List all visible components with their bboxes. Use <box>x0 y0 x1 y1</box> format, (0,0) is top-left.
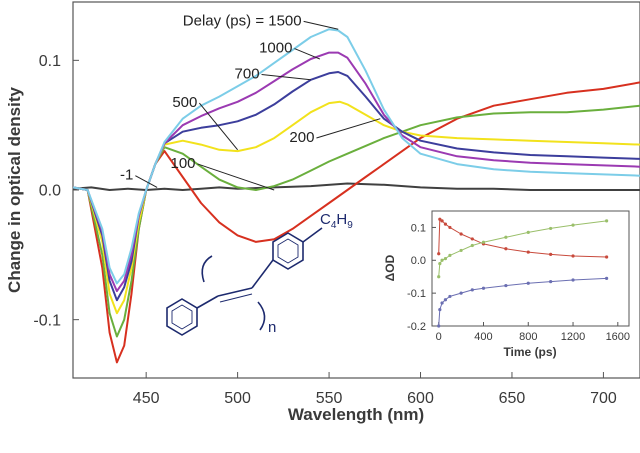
inset-data-point <box>605 219 609 223</box>
main-x-tick-label: 550 <box>316 390 343 407</box>
inset-data-point <box>504 247 508 251</box>
inset-data-point <box>438 217 442 221</box>
delay-label: 700 <box>235 65 260 82</box>
main-series-line-1500 <box>72 28 640 285</box>
bracket-right <box>257 301 266 331</box>
inset-data-point <box>438 261 442 266</box>
main-annotations-group: Delay (ps) = 1500 1000 700 500 200 100 -1 <box>120 12 381 191</box>
delay-label-leader <box>303 20 339 30</box>
inset-plot-frame <box>431 210 630 327</box>
inset-y-tick-label: 0.0 <box>411 255 426 267</box>
inset-y-tick-label: -0.2 <box>407 321 426 333</box>
inset-data-point <box>549 226 553 231</box>
inset-data-point <box>571 223 575 227</box>
phenyl-ring-left <box>166 298 198 336</box>
y-axis-title: Change in optical density <box>5 86 24 292</box>
repeat-unit-n: n <box>268 319 276 336</box>
inset-x-axis-title: Time (ps) <box>503 345 556 359</box>
inset-data-point <box>448 225 452 230</box>
main-series-line-500 <box>72 100 640 315</box>
inset-data-point <box>437 252 441 256</box>
delay-label: 1000 <box>259 40 292 57</box>
delay-label: 200 <box>289 129 314 146</box>
inset-data-point <box>605 255 609 259</box>
main-series-line-700 <box>72 71 640 302</box>
inset-data-point <box>448 294 452 299</box>
main-x-tick-label: 650 <box>499 390 526 407</box>
inset-x-tick-label: 1200 <box>561 331 585 343</box>
delay-label-leader <box>135 175 158 188</box>
delay-label-leader <box>316 118 381 139</box>
inset-tick-group: 0 400 800 1200 1600 -0.2 -0.1 0.0 0.1 <box>407 222 630 343</box>
inset-x-tick-label: 0 <box>436 331 442 343</box>
inset-y-tick-label: 0.1 <box>411 222 426 234</box>
delay-label-leader <box>294 48 321 60</box>
inset-data-point <box>605 276 609 280</box>
inset-data-point <box>459 291 463 295</box>
inset-series-group <box>437 217 609 328</box>
main-series-line-100 <box>72 81 640 364</box>
delay-label: Delay (ps) = 1500 <box>183 12 302 29</box>
inset-data-point <box>549 280 553 284</box>
inset-data-point <box>549 252 553 256</box>
inset-data-point <box>437 275 441 279</box>
main-y-tick-label: 0.0 <box>39 183 61 200</box>
inset-data-point <box>481 286 486 290</box>
inset-data-point <box>470 237 474 241</box>
delay-label-leader <box>197 163 275 191</box>
inset-data-point <box>459 248 463 253</box>
main-y-tick-label: -0.1 <box>33 312 61 329</box>
substituent-label: C4H9 <box>320 211 353 231</box>
inset-data-point <box>470 243 474 248</box>
inset-x-tick-label: 1600 <box>606 331 630 343</box>
inset-data-point <box>481 240 486 244</box>
inset-data-point <box>459 232 463 236</box>
main-tick-group: 450 500 550 600 650 700 -0.1 0.0 0.1 <box>33 53 616 407</box>
inset-data-point <box>443 298 448 302</box>
inset-x-tick-label: 800 <box>519 331 537 343</box>
inset-data-point <box>437 324 441 328</box>
inset-data-point <box>440 301 444 305</box>
inset-data-point <box>440 219 444 223</box>
chemical-structure-drawing <box>166 227 323 336</box>
main-x-tick-label: 500 <box>224 390 251 407</box>
delay-label-leader <box>198 102 239 151</box>
main-series-group <box>72 28 640 364</box>
delay-label: 500 <box>172 94 197 111</box>
main-y-tick-label: 0.1 <box>39 53 61 70</box>
bracket-left <box>201 255 213 283</box>
phenyl-ring-top <box>272 232 304 270</box>
inset-data-point <box>571 278 575 282</box>
inset-data-point <box>526 250 530 254</box>
inset-y-tick-label: -0.1 <box>407 288 426 300</box>
inset-data-point <box>571 254 575 258</box>
main-x-tick-label: 600 <box>407 390 434 407</box>
main-series-line-1000 <box>72 51 640 293</box>
inset-data-point <box>440 258 444 262</box>
inset-data-point <box>504 235 508 239</box>
delay-label-leader <box>261 73 311 81</box>
main-x-tick-label: 450 <box>133 390 160 407</box>
inset-data-point <box>448 253 452 257</box>
inset-data-point <box>443 222 448 226</box>
delay-label: -1 <box>120 167 133 184</box>
inset-data-point <box>443 257 448 261</box>
delay-label: 100 <box>171 155 196 172</box>
inset-data-point <box>526 281 530 285</box>
inset-data-point <box>438 307 442 312</box>
main-x-tick-label: 700 <box>590 390 617 407</box>
main-series-line-1 <box>72 182 640 191</box>
inset-x-tick-label: 400 <box>474 331 492 343</box>
main-series-line-200 <box>72 104 640 338</box>
inset-data-point <box>526 230 530 234</box>
inset-data-point <box>470 288 474 292</box>
inset-y-axis-title: ΔOD <box>383 254 397 281</box>
x-axis-title: Wavelength (nm) <box>288 405 424 424</box>
inset-data-point <box>504 283 508 288</box>
